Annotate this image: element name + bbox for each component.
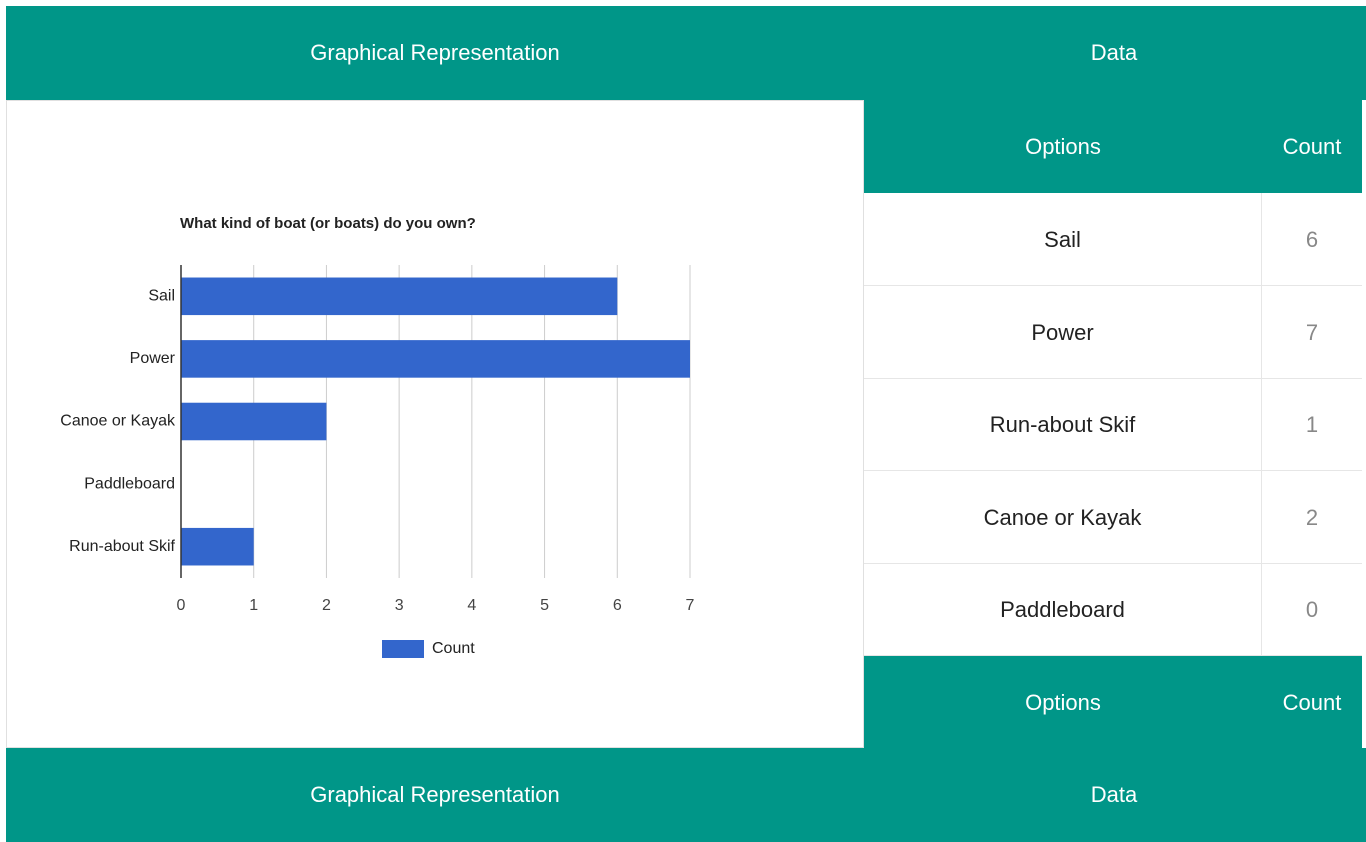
table-cell: Power <box>864 285 1262 379</box>
x-tick-label: 6 <box>613 597 622 614</box>
footer-band: Graphical Representation Data <box>6 748 1366 842</box>
header-right: Data <box>1090 40 1138 65</box>
header-left: Graphical Representation <box>310 40 560 65</box>
table-cell: 0 <box>1262 563 1362 657</box>
bar <box>181 527 254 566</box>
y-tick-label: Sail <box>148 288 175 305</box>
chart-panel: What kind of boat (or boats) do you own?… <box>6 100 864 748</box>
x-tick-label: 2 <box>322 597 331 614</box>
x-tick-label: 0 <box>177 597 186 614</box>
header-band: Graphical Representation Data <box>6 6 1366 100</box>
table-cell: 1 <box>1262 378 1362 472</box>
bar <box>181 340 690 378</box>
footer-left: Graphical Representation <box>310 782 560 807</box>
bar <box>181 402 327 441</box>
table-header-cell: Count <box>1262 100 1362 193</box>
legend-swatch <box>382 640 424 658</box>
table-cell: Sail <box>864 193 1262 286</box>
x-tick-label: 5 <box>540 597 549 614</box>
y-tick-label: Paddleboard <box>84 475 175 492</box>
table-cell: 2 <box>1262 471 1362 564</box>
chart-title: What kind of boat (or boats) do you own? <box>180 215 476 232</box>
y-tick-label: Canoe or Kayak <box>60 413 176 430</box>
x-tick-label: 4 <box>467 597 476 614</box>
x-tick-label: 1 <box>249 597 258 614</box>
footer-right: Data <box>1090 782 1138 807</box>
table-cell: Paddleboard <box>864 563 1262 657</box>
bar <box>181 277 618 316</box>
legend-label: Count <box>432 640 475 657</box>
table-header-cell: Options <box>864 100 1262 193</box>
table-cell: Canoe or Kayak <box>864 470 1262 564</box>
table-footer-cell: Count <box>1262 656 1362 749</box>
table-cell: Run-about Skif <box>864 378 1262 472</box>
chart: What kind of boat (or boats) do you own?… <box>60 215 695 658</box>
table-cell: 6 <box>1262 193 1362 286</box>
y-tick-label: Power <box>130 350 176 367</box>
x-tick-label: 3 <box>395 597 404 614</box>
table-footer-cell: Options <box>864 656 1262 749</box>
y-tick-label: Run-about Skif <box>69 538 175 555</box>
table-cell: 7 <box>1262 286 1362 379</box>
x-tick-label: 7 <box>686 597 695 614</box>
